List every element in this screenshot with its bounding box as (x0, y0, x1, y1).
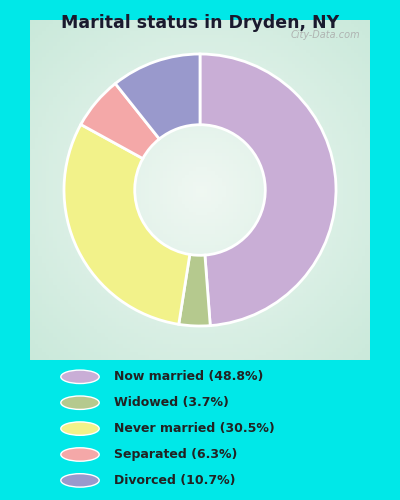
Text: Now married (48.8%): Now married (48.8%) (114, 370, 263, 384)
Text: City-Data.com: City-Data.com (290, 30, 360, 40)
Wedge shape (179, 254, 210, 326)
Wedge shape (115, 54, 200, 139)
Text: Marital status in Dryden, NY: Marital status in Dryden, NY (61, 14, 339, 32)
Wedge shape (81, 84, 159, 158)
Circle shape (61, 474, 99, 487)
Wedge shape (64, 124, 190, 324)
Text: Widowed (3.7%): Widowed (3.7%) (114, 396, 229, 409)
Circle shape (61, 448, 99, 461)
Text: Separated (6.3%): Separated (6.3%) (114, 448, 237, 461)
Circle shape (61, 422, 99, 436)
Text: Never married (30.5%): Never married (30.5%) (114, 422, 275, 435)
Text: Divorced (10.7%): Divorced (10.7%) (114, 474, 236, 487)
Wedge shape (200, 54, 336, 326)
Circle shape (61, 396, 99, 409)
Circle shape (61, 370, 99, 384)
